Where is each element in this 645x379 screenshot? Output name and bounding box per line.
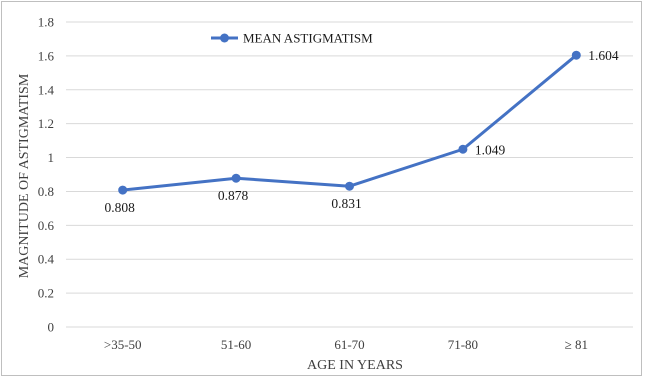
y-tick-label: 1.2 [38, 116, 54, 131]
y-tick-label: 1 [48, 150, 55, 165]
y-tick-label: 1.4 [38, 82, 55, 97]
legend-label: MEAN ASTIGMATISM [243, 31, 373, 46]
data-point [118, 185, 128, 195]
series-mean-astigmatism [118, 50, 581, 195]
data-point [571, 50, 581, 60]
y-tick-label: 0.8 [38, 184, 54, 199]
y-axis-title: MAGNITUDE OF ASTIGMATISM [17, 73, 32, 278]
data-labels: 0.808 0.878 0.831 1.049 1.604 [105, 48, 619, 215]
x-tick-label: 51-60 [221, 337, 251, 352]
y-tick-label: 0.4 [38, 252, 55, 267]
data-label: 0.808 [105, 200, 136, 215]
y-tick-label: 0.6 [38, 218, 55, 233]
data-label: 1.049 [475, 142, 506, 157]
x-tick-label: ≥ 81 [565, 337, 588, 352]
gridlines [66, 21, 633, 328]
data-point [458, 144, 468, 154]
y-tick-label: 0.2 [38, 286, 54, 301]
y-tick-label: 0 [48, 320, 55, 335]
legend-dot-marker [220, 33, 229, 43]
series-line [122, 54, 578, 192]
x-tick-label: 71-80 [448, 337, 478, 352]
y-tick-label: 1.8 [38, 15, 54, 30]
data-label: 0.831 [331, 196, 361, 211]
data-point [231, 173, 241, 183]
data-label: 0.878 [218, 188, 249, 203]
y-tick-label: 1.6 [38, 48, 55, 63]
legend: MEAN ASTIGMATISM [211, 31, 373, 46]
x-tick-label: 61-70 [334, 337, 364, 352]
data-point [345, 181, 354, 191]
x-tick-label: >35-50 [104, 337, 142, 352]
y-axis-ticks: 0 0.2 0.4 0.6 0.8 1 1.2 1.4 1.6 1.8 [38, 15, 55, 335]
data-label: 1.604 [588, 48, 619, 63]
x-axis-title: AGE IN YEARS [307, 358, 403, 373]
x-axis-ticks: >35-50 51-60 61-70 71-80 ≥ 81 [104, 337, 588, 352]
